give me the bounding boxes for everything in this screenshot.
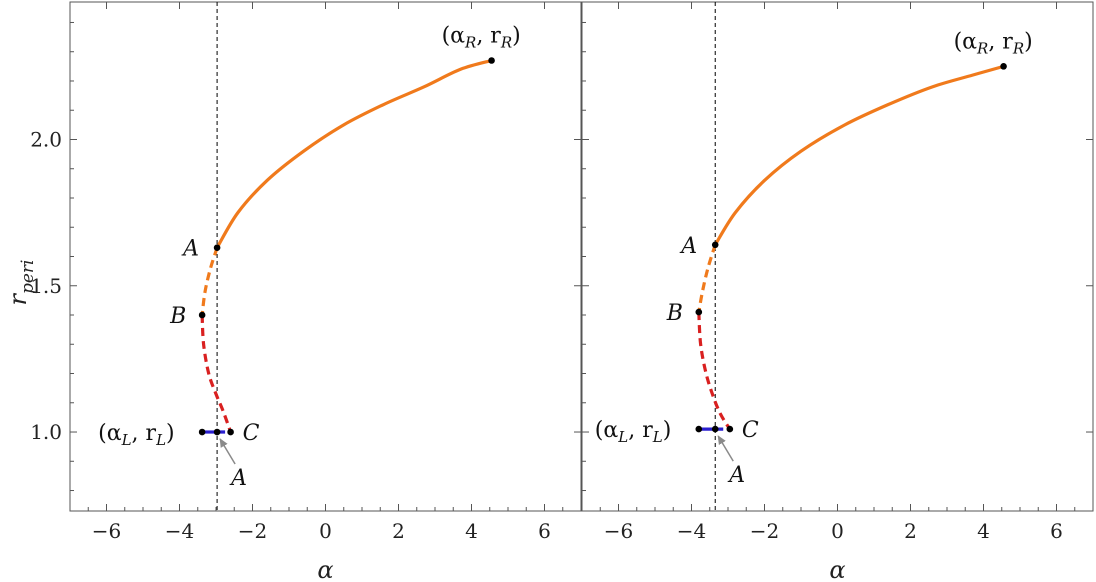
point-label: (αL, rL) [595, 418, 672, 446]
x-axis-title: α [317, 556, 333, 582]
point-marker [198, 428, 206, 436]
x-tick-label: −6 [92, 519, 121, 543]
x-tick-label: −2 [238, 519, 267, 543]
y-axis-title: rperi [4, 260, 38, 306]
series-orange-dashed [200, 247, 219, 316]
point-marker [711, 425, 719, 433]
series-orange-dashed [697, 244, 717, 313]
x-tick-label: 4 [465, 519, 478, 543]
x-tick-label: 0 [831, 519, 844, 543]
point-marker [213, 244, 221, 252]
x-tick-label: −6 [604, 519, 633, 543]
point-marker [213, 428, 221, 436]
x-tick-label: −2 [750, 519, 779, 543]
point-label: A [679, 234, 697, 259]
y-tick-label: 1.5 [30, 274, 62, 298]
series-red-dashed [697, 311, 732, 430]
annotation-arrow [219, 438, 236, 465]
arrow-label: A [229, 466, 247, 491]
point-marker [227, 428, 234, 436]
point-label: (αL, rL) [98, 421, 175, 449]
arrow-label: A [727, 463, 745, 488]
series-orange-solid [713, 64, 1005, 246]
point-label: A [181, 237, 199, 262]
point-marker [726, 425, 734, 433]
series-red-dashed [200, 314, 233, 433]
point-marker [1000, 63, 1007, 70]
x-tick-label: −4 [165, 519, 194, 543]
x-tick-label: 2 [392, 519, 405, 543]
x-tick-label: −4 [677, 519, 706, 543]
point-label: B [666, 301, 683, 326]
point-marker [695, 425, 703, 433]
y-tick-label: 2.0 [30, 127, 62, 151]
annotation-arrow [717, 435, 734, 462]
y-tick-label: 1.0 [30, 420, 62, 444]
point-marker [198, 311, 206, 319]
x-tick-label: 0 [319, 519, 332, 543]
point-label: C [243, 421, 260, 446]
series-orange-solid [215, 58, 493, 249]
point-label: B [169, 304, 186, 329]
x-tick-label: 6 [538, 519, 551, 543]
point-label: (αR, rR) [954, 29, 1033, 57]
point-marker [695, 308, 703, 316]
x-tick-label: 2 [904, 519, 917, 543]
x-axis-title: α [829, 556, 845, 582]
point-label: (αR, rR) [442, 24, 521, 52]
chart-panel-2: −6 −4 −2 0 2 4 6 α A (αR, rR) A B C (αL, rL) [581, 1, 1094, 582]
point-label: C [742, 418, 759, 443]
point-marker [711, 241, 719, 249]
x-tick-label: 6 [1050, 519, 1063, 543]
point-marker [488, 57, 495, 64]
chart-panel-1: −6 −4 −2 0 2 4 6 1.0 1.5 2.0 α rperi A (αR, rR) A B C (αL… [4, 1, 582, 582]
x-tick-label: 4 [977, 519, 990, 543]
